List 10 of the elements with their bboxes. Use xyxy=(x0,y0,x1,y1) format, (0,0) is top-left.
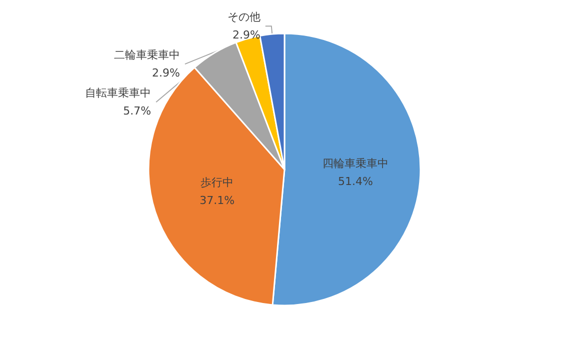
slice-label: その他 xyxy=(227,10,260,24)
slice-label: 四輪車乗車中 xyxy=(322,157,388,170)
data-label: 2.9% xyxy=(232,28,260,42)
slice-label: 自転車乗車中 xyxy=(85,86,152,100)
data-label: 51.4% xyxy=(338,175,373,188)
slice-label: 二輪車乗車中 xyxy=(114,48,180,62)
data-label: 37.1% xyxy=(200,194,235,208)
data-label: 2.9% xyxy=(152,66,180,80)
data-label: 5.7% xyxy=(123,104,152,118)
slice-label: 歩行中 xyxy=(200,176,234,190)
